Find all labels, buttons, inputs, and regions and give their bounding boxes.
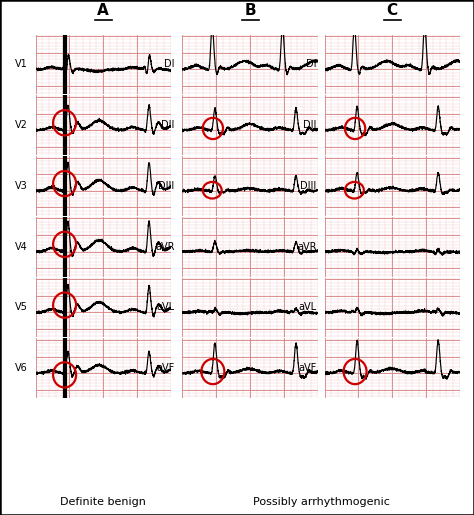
Text: DIII: DIII	[158, 181, 174, 191]
Text: V3: V3	[15, 181, 27, 191]
Text: DII: DII	[161, 120, 174, 130]
Text: Possibly arrhythmogenic: Possibly arrhythmogenic	[253, 497, 390, 507]
Text: V4: V4	[15, 242, 27, 252]
Text: DIII: DIII	[301, 181, 317, 191]
Text: Definite benign: Definite benign	[60, 497, 146, 507]
Text: aVF: aVF	[298, 363, 317, 373]
Text: DI: DI	[164, 59, 174, 70]
Text: V2: V2	[15, 120, 27, 130]
Text: C: C	[387, 3, 398, 18]
Text: B: B	[244, 3, 256, 18]
Text: aVL: aVL	[299, 302, 317, 313]
Text: V1: V1	[15, 59, 27, 70]
Text: V6: V6	[15, 363, 27, 373]
Text: DII: DII	[303, 120, 317, 130]
Text: DI: DI	[306, 59, 317, 70]
Text: aVL: aVL	[156, 302, 174, 313]
Text: aVR: aVR	[297, 242, 317, 252]
Text: V5: V5	[15, 302, 27, 313]
Text: A: A	[97, 3, 109, 18]
Text: aVR: aVR	[155, 242, 174, 252]
Text: aVF: aVF	[156, 363, 174, 373]
